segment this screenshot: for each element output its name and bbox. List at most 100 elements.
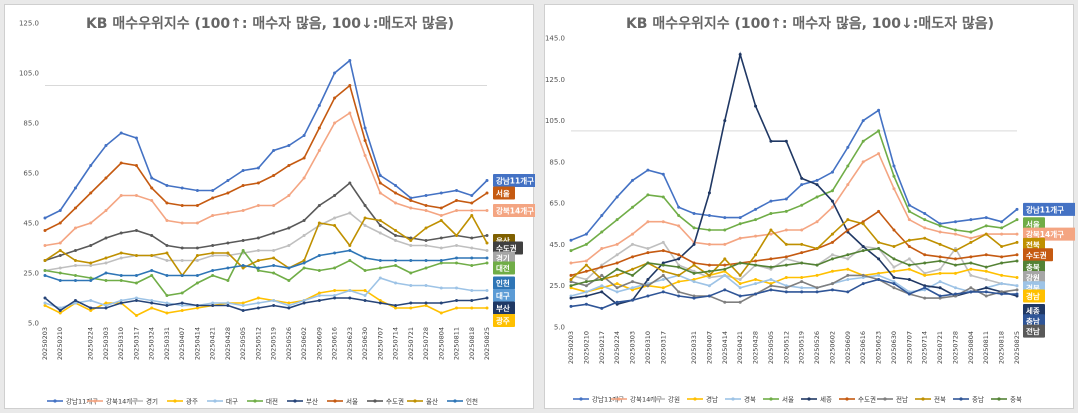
- end-label-text: 강남11개구: [496, 176, 534, 186]
- data-point: [378, 181, 382, 185]
- data-point: [470, 289, 474, 292]
- data-point: [302, 259, 306, 262]
- data-point: [877, 129, 881, 133]
- data-point: [892, 244, 896, 248]
- legend-marker: [731, 397, 735, 401]
- data-point: [150, 301, 154, 305]
- data-point: [104, 304, 108, 307]
- series-line: [570, 152, 1017, 264]
- x-tick-label: 20250707: [376, 327, 384, 360]
- data-point: [723, 269, 727, 273]
- data-point: [241, 264, 245, 267]
- line-chart-left: KB 매수우위지수 (100↑: 매수자 많음, 100↓:매도자 많음) 5.…: [19, 15, 535, 406]
- data-point: [424, 266, 428, 270]
- x-tick-label: 20250331: [163, 327, 171, 360]
- data-point: [738, 286, 742, 290]
- data-point: [134, 296, 138, 300]
- data-point: [584, 294, 588, 298]
- y-tick-label: 45.0: [23, 220, 39, 228]
- data-point: [754, 218, 758, 222]
- data-point: [877, 240, 881, 244]
- data-point: [830, 288, 834, 292]
- data-point: [470, 264, 474, 267]
- data-point: [165, 304, 169, 307]
- data-point: [439, 261, 443, 265]
- data-point: [150, 254, 154, 257]
- legend-item: 부산: [287, 397, 318, 406]
- data-point: [394, 201, 398, 205]
- data-point: [846, 290, 850, 294]
- data-point: [969, 218, 973, 222]
- legend-marker: [333, 399, 337, 403]
- data-point: [984, 265, 988, 269]
- x-tick-label: 20250721: [936, 331, 944, 364]
- data-point: [424, 239, 428, 242]
- end-label: 인천: [493, 276, 515, 290]
- legend-label: 강북14개구: [106, 397, 138, 406]
- data-point: [195, 246, 199, 250]
- x-tick-label: 20250728: [951, 331, 959, 364]
- end-label: 수도권: [493, 241, 523, 255]
- data-point: [287, 279, 291, 282]
- data-point: [646, 220, 650, 224]
- legend-label: 강남11개구: [592, 395, 624, 404]
- end-label-text: 경기: [496, 253, 510, 263]
- data-point: [226, 191, 230, 195]
- x-tick-label: 20250707: [905, 331, 913, 364]
- data-point: [134, 254, 138, 257]
- data-point: [846, 273, 850, 277]
- data-point: [800, 183, 804, 187]
- x-tick-label: 20250303: [629, 331, 637, 364]
- y-tick-label: 145.0: [545, 35, 565, 43]
- end-label: 광주: [493, 314, 515, 327]
- data-point: [119, 231, 123, 235]
- end-label: 경남: [1023, 289, 1045, 303]
- data-point: [409, 301, 413, 305]
- data-point: [953, 286, 957, 290]
- data-point: [923, 271, 927, 275]
- data-point: [104, 176, 108, 180]
- x-axis-ticks: 20250203 20250210 20250217 20250224 20250303…: [567, 331, 1021, 364]
- data-point: [394, 184, 398, 187]
- data-point: [569, 249, 573, 253]
- data-point: [58, 266, 62, 270]
- legend-label: 경기: [146, 397, 158, 406]
- data-point: [256, 249, 260, 252]
- end-label-text: 서울: [1026, 219, 1040, 229]
- data-point: [470, 201, 474, 205]
- data-point: [984, 278, 988, 282]
- data-point: [907, 218, 911, 222]
- data-point: [923, 284, 927, 288]
- data-point: [738, 222, 742, 226]
- data-point: [134, 274, 138, 277]
- end-label: 경기: [493, 251, 515, 265]
- data-point: [661, 195, 665, 199]
- data-point: [333, 121, 337, 125]
- data-point: [409, 199, 413, 202]
- data-point: [615, 253, 619, 257]
- data-point: [661, 273, 665, 277]
- legend-marker: [997, 397, 1001, 401]
- legend-item: 전남: [877, 395, 908, 404]
- data-point: [646, 193, 650, 197]
- data-point: [363, 294, 367, 297]
- data-point: [180, 246, 184, 250]
- data-point: [134, 314, 138, 317]
- x-tick-label: 20250505: [767, 331, 775, 364]
- data-point: [677, 257, 681, 261]
- data-point: [846, 145, 850, 149]
- data-point: [600, 306, 604, 310]
- data-point: [984, 294, 988, 298]
- y-tick-label: 5.0: [554, 324, 565, 332]
- data-point: [180, 309, 184, 312]
- data-point: [165, 219, 169, 222]
- end-label-box: [493, 241, 523, 255]
- data-point: [409, 306, 413, 310]
- data-point: [615, 282, 619, 286]
- series-line: [44, 59, 488, 219]
- data-point: [211, 196, 215, 200]
- data-point: [815, 195, 819, 199]
- data-point: [846, 253, 850, 257]
- end-label-text: 수도권: [496, 243, 517, 253]
- data-point: [969, 236, 973, 240]
